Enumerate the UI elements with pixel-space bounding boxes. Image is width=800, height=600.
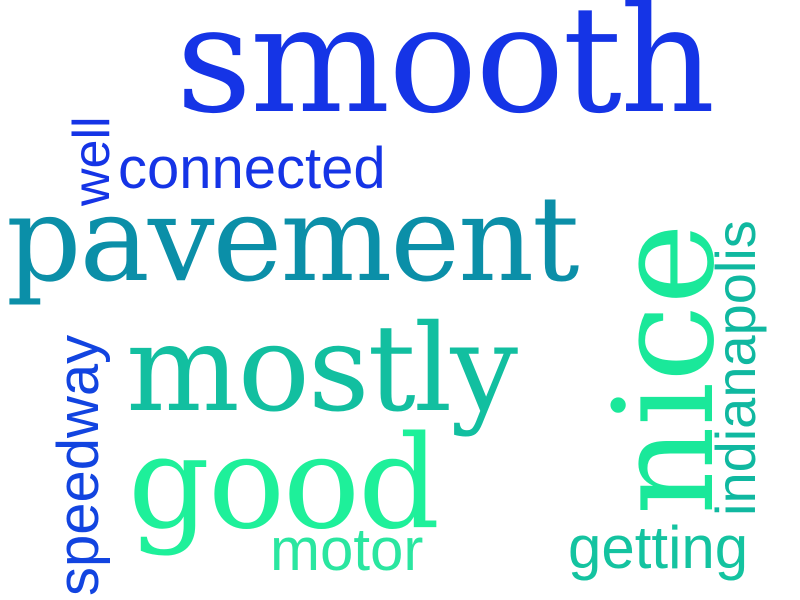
word-mostly: mostly	[126, 300, 518, 439]
word-smooth: smooth	[176, 0, 715, 146]
word-pavement: pavement	[6, 170, 580, 308]
word-connected: connected	[118, 136, 386, 201]
word-good: good	[128, 409, 440, 558]
word-speedway: speedway	[46, 334, 111, 596]
word-indianapolis: indianapolis	[704, 220, 767, 516]
word-getting: getting	[568, 514, 749, 581]
word-motor: motor	[270, 516, 424, 583]
